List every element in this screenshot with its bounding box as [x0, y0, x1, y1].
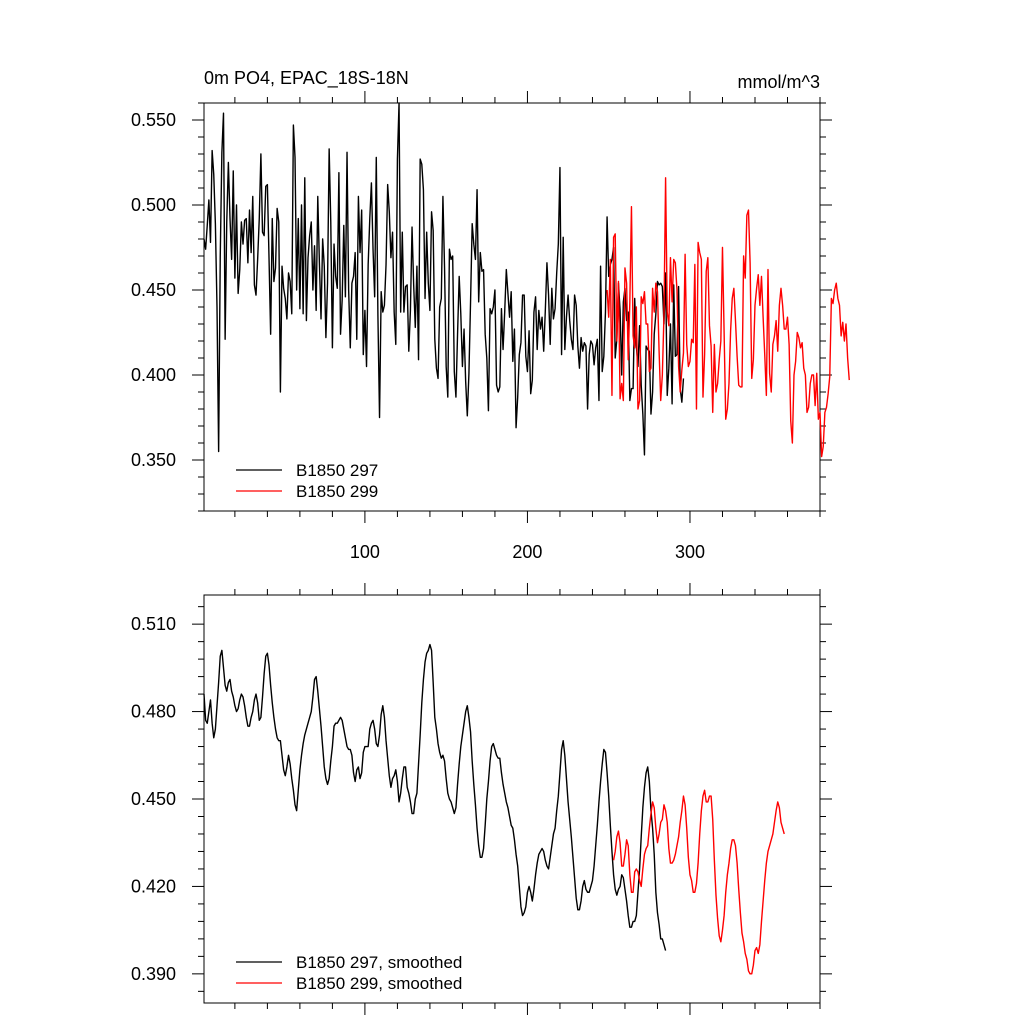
units-label: mmol/m^3	[738, 72, 820, 92]
bottom-panel: 0.390 0.420 0.450 0.480 0.510 B1850 297, smo…	[131, 583, 832, 1015]
series-line	[203, 643, 667, 951]
tick-labels: 0.390 0.420 0.450 0.480 0.510	[131, 614, 176, 984]
x-tick-label: 300	[675, 542, 705, 562]
axis-ticks	[192, 91, 832, 523]
x-tick-label: 200	[512, 542, 542, 562]
y-tick-label: 0.390	[131, 964, 176, 984]
y-tick-label: 0.450	[131, 789, 176, 809]
series-lines	[203, 643, 785, 975]
legend: B1850 297 B1850 299	[236, 461, 378, 501]
legend-label-b1850-297: B1850 297	[296, 461, 378, 480]
series-lines	[203, 102, 850, 458]
y-tick-label: 0.450	[131, 280, 176, 300]
series-line	[606, 177, 850, 458]
y-tick-label: 0.400	[131, 365, 176, 385]
axis-ticks	[192, 583, 832, 1015]
y-tick-label: 0.420	[131, 876, 176, 896]
y-tick-label: 0.510	[131, 614, 176, 634]
plot-frame	[203, 594, 821, 1004]
legend: B1850 297, smoothed B1850 299, smoothed	[236, 953, 462, 993]
top-panel: 0m PO4, EPAC_18S-18N mmol/m^3 100 200 300 0…	[131, 68, 850, 562]
panel-title: 0m PO4, EPAC_18S-18N	[204, 68, 409, 89]
y-tick-label: 0.350	[131, 450, 176, 470]
series-line	[612, 789, 785, 975]
series-line	[203, 102, 685, 456]
x-tick-label: 100	[350, 542, 380, 562]
y-tick-label: 0.550	[131, 110, 176, 130]
tick-labels: 100 200 300 0.350 0.400 0.450 0.500 0.550	[131, 110, 705, 562]
legend-label-b1850-299: B1850 299	[296, 482, 378, 501]
legend-label-b1850-297-smoothed: B1850 297, smoothed	[296, 953, 462, 972]
y-tick-label: 0.480	[131, 702, 176, 722]
legend-label-b1850-299-smoothed: B1850 299, smoothed	[296, 974, 462, 993]
y-tick-label: 0.500	[131, 195, 176, 215]
